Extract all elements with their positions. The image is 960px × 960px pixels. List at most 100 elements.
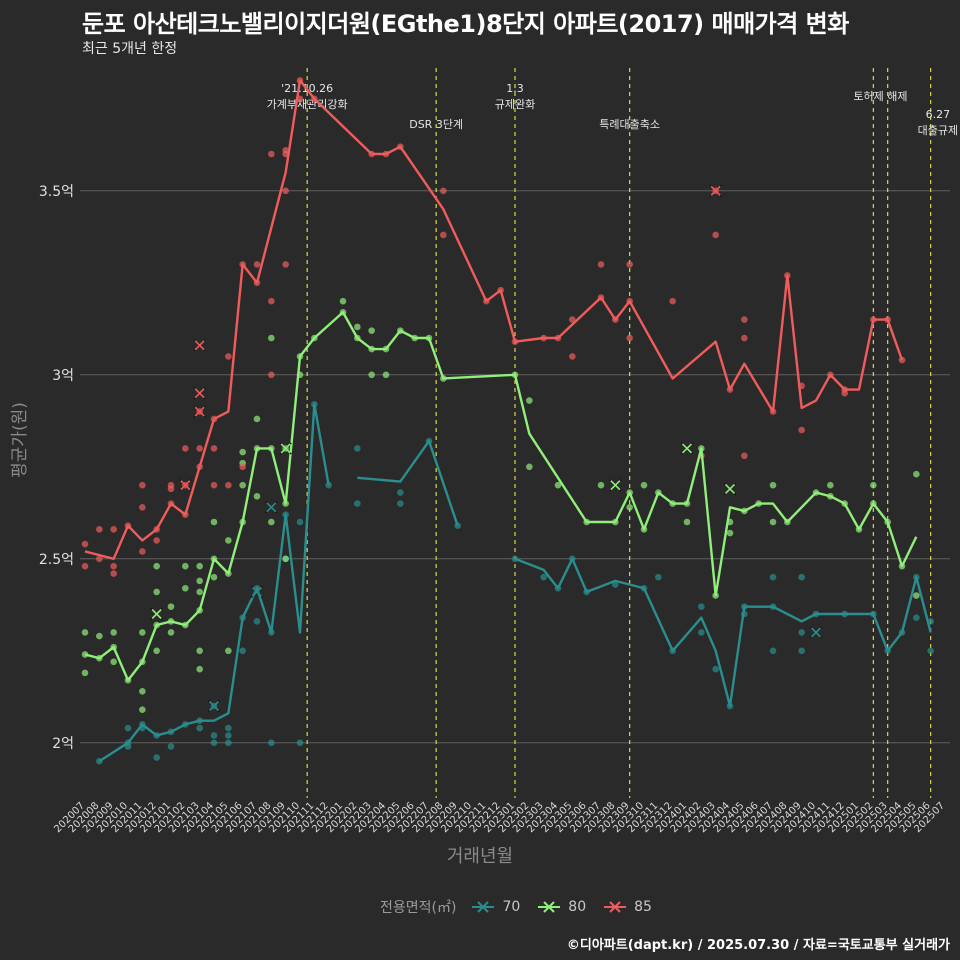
data-point-85 bbox=[182, 445, 189, 452]
y-tick-label: 2.5억 bbox=[39, 552, 74, 568]
series-line-70 bbox=[357, 439, 459, 527]
data-point-85 bbox=[841, 389, 848, 397]
chart-title: 둔포 아산테크노밸리이지더원(EGthe1)8단지 아파트(2017) 매매가격… bbox=[82, 10, 849, 38]
data-point-80 bbox=[640, 481, 648, 489]
policy-annotation: 특례대출축소 bbox=[599, 118, 660, 131]
data-point-85 bbox=[741, 316, 748, 323]
data-point-80 bbox=[683, 518, 691, 526]
data-point-80 bbox=[81, 629, 89, 636]
policy-annotation: 가계부채관리강화 bbox=[267, 98, 348, 111]
data-point-85 bbox=[225, 481, 232, 489]
data-point-80 bbox=[769, 481, 777, 489]
data-point-80 bbox=[167, 629, 175, 636]
policy-annotation: 대출규제 bbox=[918, 124, 958, 137]
series-line-70 bbox=[98, 403, 330, 763]
data-point-85 bbox=[282, 187, 289, 195]
data-point-85 bbox=[268, 371, 275, 379]
policy-annotation: DSR 3단계 bbox=[409, 118, 463, 131]
data-point-80 bbox=[139, 687, 146, 695]
data-point-70 bbox=[239, 647, 246, 655]
data-point-70 bbox=[296, 739, 304, 747]
data-point-80 bbox=[268, 334, 275, 342]
y-tick-label: 2억 bbox=[52, 736, 74, 752]
data-point-85 bbox=[741, 452, 748, 460]
data-point-70 bbox=[225, 732, 232, 739]
x-mark-70 bbox=[810, 627, 822, 638]
data-point-85 bbox=[139, 548, 146, 555]
data-point-80 bbox=[139, 629, 146, 636]
legend-label-85: 85 bbox=[634, 899, 652, 915]
data-point-70 bbox=[225, 739, 232, 747]
legend-item-80[interactable]: 80 bbox=[536, 899, 586, 915]
data-point-80 bbox=[239, 481, 246, 489]
chart-subtitle: 최근 5개년 한정 bbox=[82, 41, 178, 57]
data-point-85 bbox=[741, 334, 748, 342]
data-point-80 bbox=[253, 415, 261, 423]
data-point-85 bbox=[210, 445, 218, 452]
policy-annotation: 규제완화 bbox=[495, 98, 535, 111]
data-point-70 bbox=[196, 724, 203, 732]
data-point-80 bbox=[526, 463, 533, 471]
policy-annotation: 1.3 bbox=[506, 82, 524, 95]
data-point-80 bbox=[913, 592, 920, 599]
x-mark-70 bbox=[251, 586, 263, 597]
data-point-70 bbox=[397, 500, 404, 507]
data-point-85 bbox=[626, 334, 633, 342]
x-mark-85 bbox=[194, 406, 205, 417]
data-point-80 bbox=[368, 371, 375, 379]
x-mark-80 bbox=[151, 608, 162, 620]
legend-label-80: 80 bbox=[568, 899, 587, 915]
data-point-80 bbox=[913, 470, 920, 478]
data-point-85 bbox=[268, 297, 275, 305]
data-point-70 bbox=[698, 603, 705, 610]
data-point-85 bbox=[139, 481, 146, 489]
data-point-80 bbox=[225, 537, 232, 544]
x-mark-85 bbox=[194, 388, 205, 399]
x-mark-80 bbox=[681, 443, 693, 454]
data-point-70 bbox=[913, 614, 920, 621]
series-line-85 bbox=[84, 79, 904, 560]
data-point-70 bbox=[153, 754, 160, 761]
data-point-80 bbox=[182, 562, 189, 570]
data-point-85 bbox=[167, 481, 175, 489]
x-mark-85 bbox=[180, 480, 191, 491]
data-point-85 bbox=[139, 503, 146, 511]
data-point-80 bbox=[382, 371, 390, 379]
data-point-85 bbox=[81, 540, 89, 548]
data-point-85 bbox=[153, 537, 160, 544]
y-tick-label: 3억 bbox=[52, 368, 74, 384]
policy-annotation: 토허제 해제 bbox=[853, 89, 907, 103]
x-mark-70 bbox=[266, 502, 277, 513]
legend-label-70: 70 bbox=[502, 899, 521, 915]
legend-key-70 bbox=[472, 901, 495, 913]
legend-item-85[interactable]: 85 bbox=[602, 899, 652, 915]
data-point-85 bbox=[81, 562, 89, 570]
data-point-80 bbox=[597, 481, 605, 489]
data-point-85 bbox=[440, 187, 447, 195]
data-point-85 bbox=[239, 463, 246, 471]
data-point-80 bbox=[153, 588, 160, 596]
x-mark-85 bbox=[710, 185, 721, 196]
data-point-70 bbox=[268, 739, 275, 747]
legend-title: 전용면적(㎡) bbox=[380, 900, 457, 916]
y-tick-label: 3.5억 bbox=[39, 184, 74, 200]
data-point-80 bbox=[554, 481, 562, 489]
data-point-80 bbox=[726, 529, 734, 537]
legend-item-70[interactable]: 70 bbox=[470, 899, 520, 915]
data-point-70 bbox=[210, 732, 218, 739]
data-point-70 bbox=[354, 500, 361, 507]
data-point-80 bbox=[268, 518, 275, 526]
data-point-80 bbox=[769, 518, 777, 526]
x-mark-70 bbox=[208, 700, 220, 712]
data-point-80 bbox=[210, 518, 218, 526]
data-point-80 bbox=[626, 503, 633, 511]
data-point-70 bbox=[712, 665, 719, 673]
data-point-85 bbox=[268, 150, 275, 158]
data-point-80 bbox=[210, 573, 218, 581]
data-point-80 bbox=[139, 706, 146, 713]
data-point-80 bbox=[182, 584, 189, 592]
data-point-70 bbox=[698, 629, 705, 636]
data-point-80 bbox=[282, 555, 289, 563]
data-point-70 bbox=[296, 518, 304, 526]
